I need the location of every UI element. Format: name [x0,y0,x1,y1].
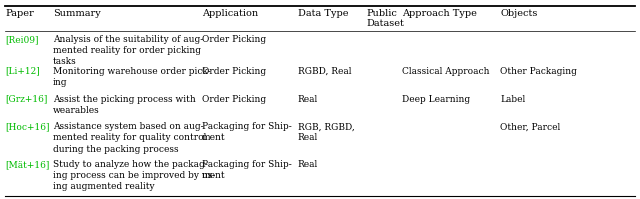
Text: [Rei09]: [Rei09] [5,35,38,44]
Text: Objects: Objects [500,9,538,18]
Text: Packaging for Ship-
ment: Packaging for Ship- ment [202,122,291,142]
Text: Application: Application [202,9,258,18]
Text: Order Picking: Order Picking [202,95,266,103]
Text: Order Picking: Order Picking [202,35,266,44]
Text: RGBD, Real: RGBD, Real [298,67,351,76]
Text: RGB, RGBD,
Real: RGB, RGBD, Real [298,122,355,142]
Text: [Mät+16]: [Mät+16] [5,160,49,169]
Text: Real: Real [298,160,318,169]
Text: Label: Label [500,95,525,103]
Text: Analysis of the suitability of aug-
mented reality for order picking
tasks: Analysis of the suitability of aug- ment… [53,35,204,66]
Text: Monitoring warehouse order pick-
ing: Monitoring warehouse order pick- ing [53,67,211,87]
Text: [Li+12]: [Li+12] [5,67,40,76]
Text: Approach Type: Approach Type [402,9,477,18]
Text: Study to analyze how the packag-
ing process can be improved by us-
ing augmente: Study to analyze how the packag- ing pro… [53,160,216,191]
Text: Other Packaging: Other Packaging [500,67,577,76]
Text: Deep Learning: Deep Learning [402,95,470,103]
Text: Real: Real [298,95,318,103]
Text: Classical Approach: Classical Approach [402,67,490,76]
Text: Data Type: Data Type [298,9,348,18]
Text: Paper: Paper [5,9,34,18]
Text: Packaging for Ship-
ment: Packaging for Ship- ment [202,160,291,180]
Text: Public
Dataset: Public Dataset [366,9,404,28]
Text: Assist the picking process with
wearables: Assist the picking process with wearable… [53,95,196,115]
Text: Summary: Summary [53,9,101,18]
Text: Order Picking: Order Picking [202,67,266,76]
Text: [Hoc+16]: [Hoc+16] [5,122,50,131]
Text: Assistance system based on aug-
mented reality for quality control
during the pa: Assistance system based on aug- mented r… [53,122,207,154]
Text: Other, Parcel: Other, Parcel [500,122,561,131]
Text: [Grz+16]: [Grz+16] [5,95,47,103]
